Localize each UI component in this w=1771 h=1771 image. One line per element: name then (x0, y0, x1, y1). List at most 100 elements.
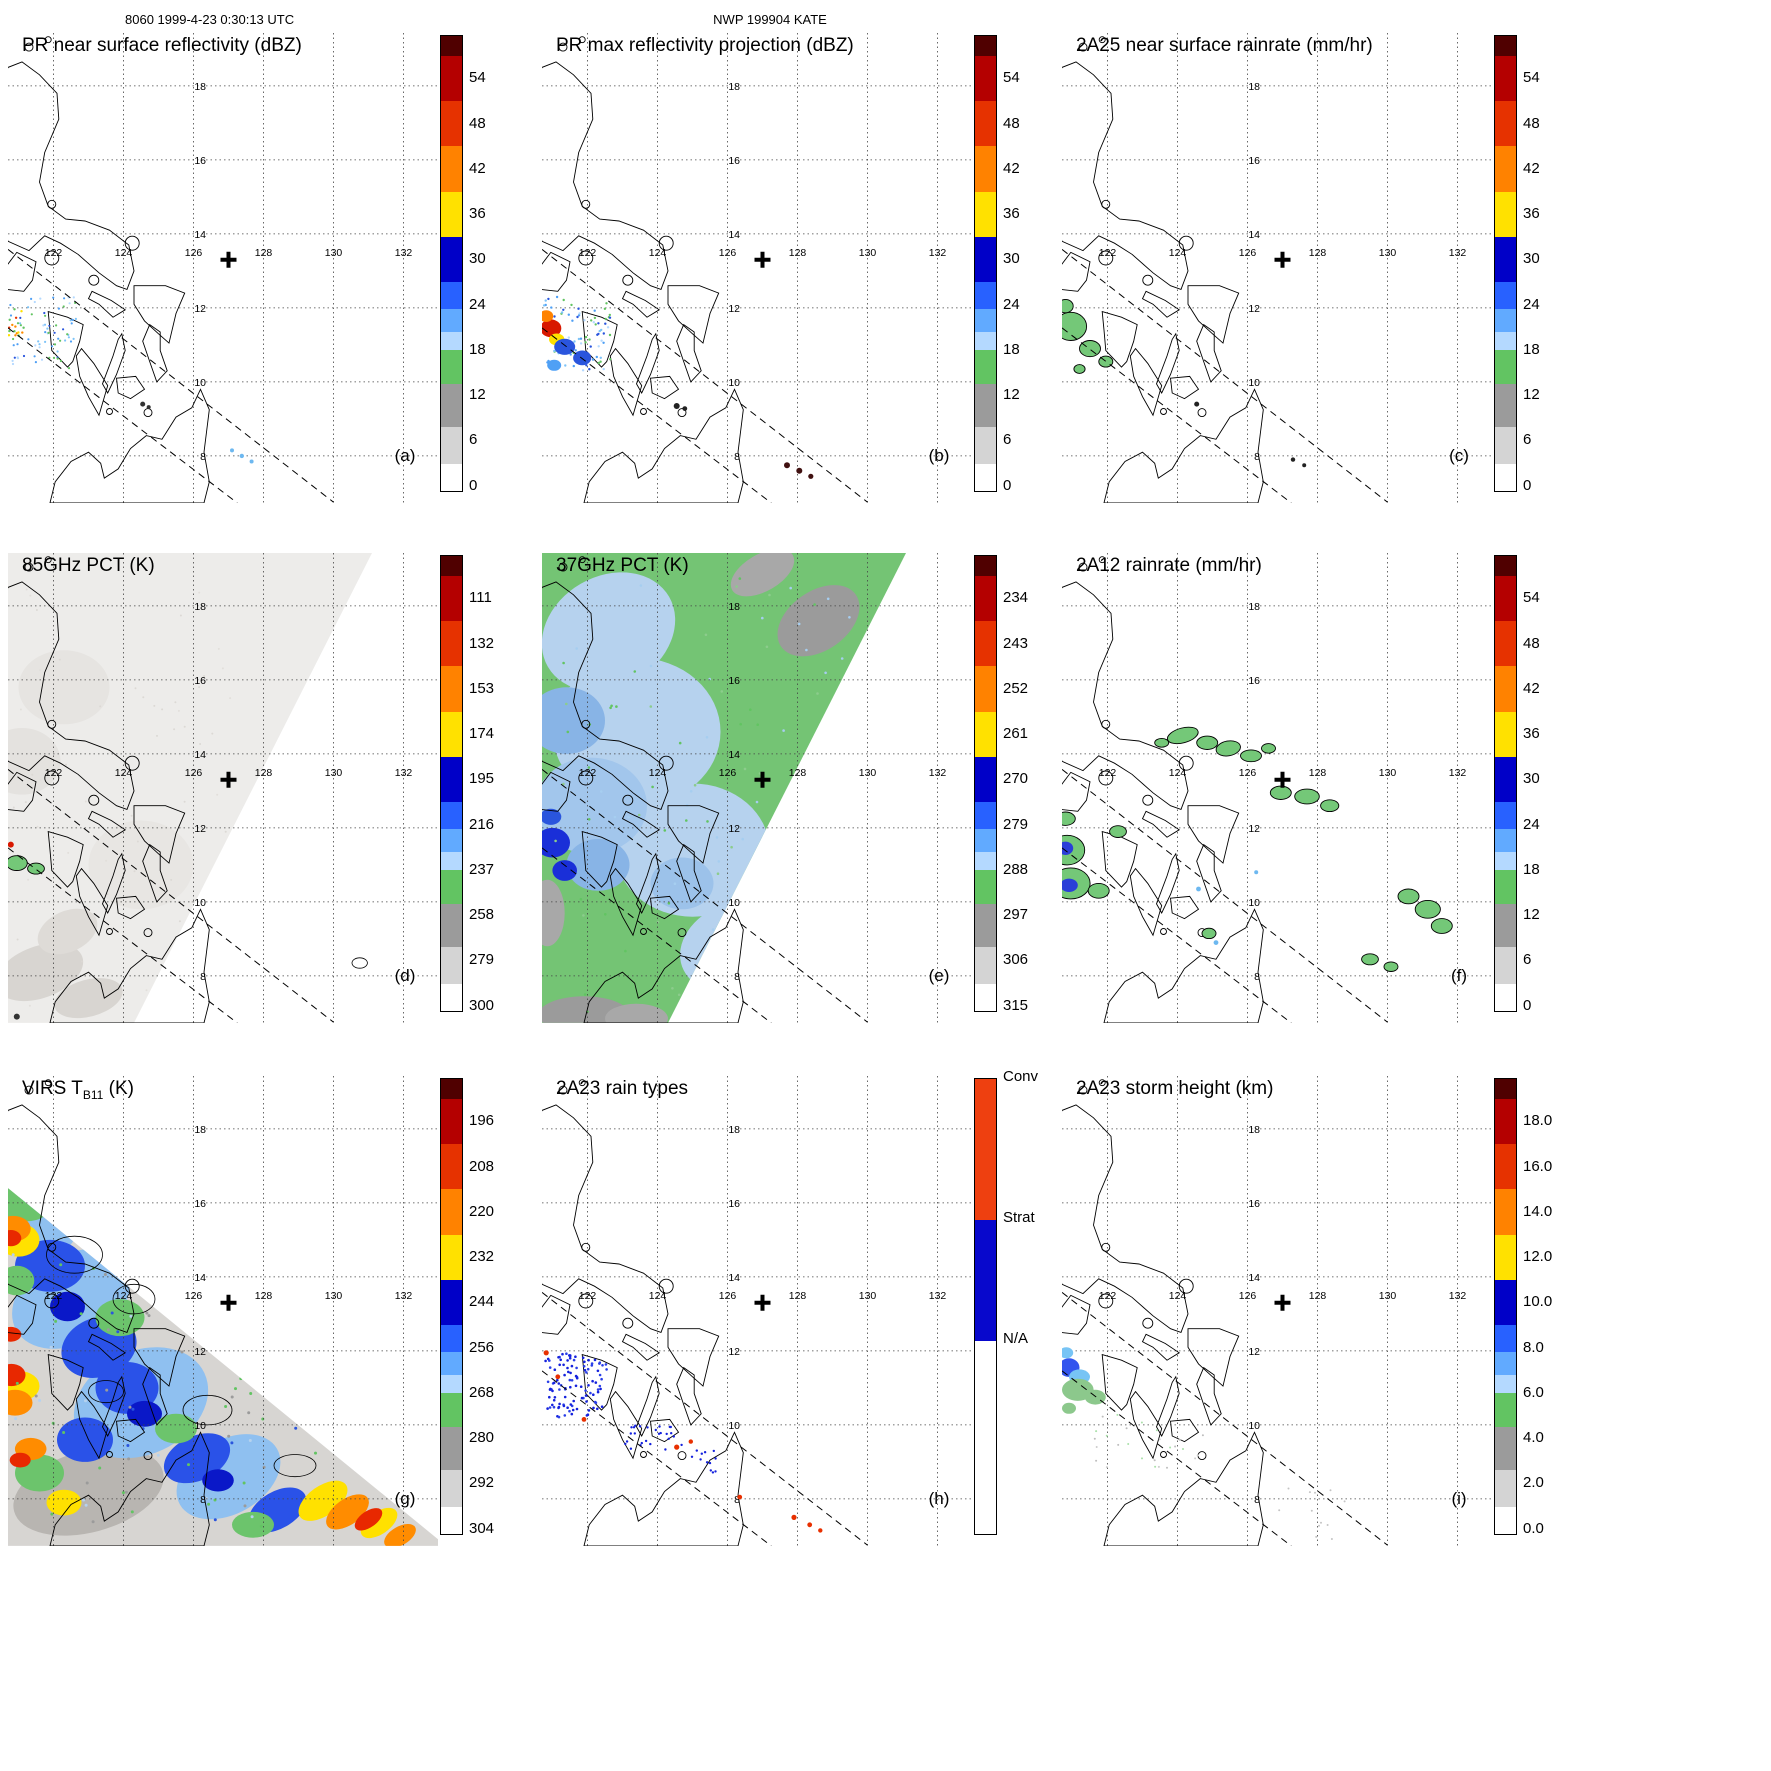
lat-label: 18 (1248, 1124, 1260, 1136)
data-speckle (53, 343, 57, 346)
coastline (1062, 1104, 1189, 1333)
data-speckle (1196, 1454, 1199, 1457)
small-island (143, 1451, 153, 1461)
data-speckle (291, 1234, 295, 1238)
data-speckle (562, 308, 565, 311)
data-speckle (749, 989, 753, 993)
small-island (1101, 199, 1111, 209)
colorbar-tick-label: 208 (469, 1157, 495, 1175)
data-cell (8, 1363, 26, 1387)
data-speckle (84, 1399, 87, 1403)
colorbar-segment (441, 947, 462, 984)
data-speckle (33, 300, 36, 304)
lat-label: 14 (194, 229, 206, 241)
coastline (75, 1390, 109, 1460)
data-speckle (584, 335, 588, 339)
data-speckle (600, 339, 603, 342)
grid-layer (8, 553, 438, 1023)
lon-label: 126 (1239, 1290, 1257, 1302)
data-speckle (574, 1374, 578, 1378)
lon-label: 132 (1449, 247, 1467, 259)
data-speckle (58, 919, 60, 922)
data-speckle (174, 701, 177, 704)
data-speckle (224, 1405, 228, 1408)
coastline (581, 310, 618, 368)
coastline (609, 867, 643, 937)
small-island (44, 1293, 60, 1309)
colorbar-tick-label: 30 (1003, 250, 1020, 268)
lon-label: 130 (859, 247, 877, 259)
data-speckle (848, 768, 852, 771)
data-speckle (48, 324, 51, 327)
data-speckle (273, 1278, 277, 1281)
colorbar-segment (975, 851, 996, 870)
colorbar-segment (975, 621, 996, 667)
data-cell (326, 1494, 369, 1530)
data-speckle (563, 1395, 567, 1399)
coastline-layer (542, 36, 744, 503)
panel-letter: (h) (929, 1489, 950, 1508)
data-speckle (1125, 1427, 1128, 1430)
lat-label: 10 (1248, 897, 1260, 909)
data-speckle (570, 1364, 574, 1368)
colorbar-tick-label: 12.0 (1523, 1248, 1553, 1266)
data-speckle (183, 800, 186, 803)
colorbar-segment (975, 1220, 996, 1341)
data-speckle (40, 358, 44, 361)
colorbar-segment (975, 101, 996, 147)
data-speckle (764, 965, 768, 968)
colorbar-segment (441, 427, 462, 464)
data-speckle (1326, 1524, 1329, 1526)
colorbar-segment (1495, 1427, 1516, 1471)
lat-label: 12 (1248, 1346, 1260, 1358)
panel-title-post: (K) (103, 1078, 134, 1099)
storm-center-marker (1274, 251, 1291, 268)
data-speckle (577, 337, 581, 341)
data-cell (57, 1417, 113, 1462)
data-speckle (27, 779, 30, 782)
coastline (1103, 1431, 1264, 1546)
small-island (88, 274, 100, 286)
lon-label: 132 (929, 1290, 947, 1302)
data-speckle (703, 1451, 707, 1454)
colorbar-tick-label: 54 (1523, 589, 1540, 607)
data-dot (230, 448, 234, 453)
small-island (640, 408, 647, 415)
colorbar-segment (1495, 1098, 1516, 1145)
small-island (1078, 1085, 1088, 1095)
panel-title: 2A12 rainrate (mm/hr) (1076, 555, 1262, 576)
data-speckle (59, 359, 63, 363)
data-speckle (322, 1432, 326, 1436)
data-speckle (585, 1400, 588, 1403)
coastline (1129, 867, 1163, 937)
panel-i: 2A23 storm height (km) 122 124 126 128 130 13… (1062, 1076, 1596, 1600)
data-dot (239, 453, 244, 459)
data-speckle (1095, 1430, 1098, 1433)
data-speckle (574, 1384, 578, 1388)
data-speckle (1127, 1443, 1130, 1445)
data-speckle (241, 1292, 245, 1296)
data-speckle (281, 1376, 285, 1380)
swath-edge-dashed-line (542, 1370, 772, 1546)
data-speckle (585, 1414, 589, 1417)
lat-label: 14 (194, 749, 206, 761)
data-cell-outlined (8, 855, 28, 871)
lat-label: 14 (728, 749, 740, 761)
data-speckle (633, 670, 637, 673)
data-speckle (557, 1415, 561, 1419)
lon-label: 132 (929, 767, 947, 779)
data-speckle (598, 1373, 602, 1377)
coastline (102, 332, 126, 394)
data-speckle (91, 1520, 95, 1524)
data-speckle (816, 692, 819, 695)
data-speckle (574, 349, 577, 352)
small-island (44, 770, 60, 786)
data-cell (547, 359, 562, 371)
data-speckle (105, 1388, 109, 1392)
data-speckle (549, 1387, 552, 1391)
coastline (1103, 908, 1264, 1023)
data-speckle (711, 1471, 715, 1474)
data-speckle (11, 1253, 15, 1257)
data-cell (88, 820, 194, 910)
